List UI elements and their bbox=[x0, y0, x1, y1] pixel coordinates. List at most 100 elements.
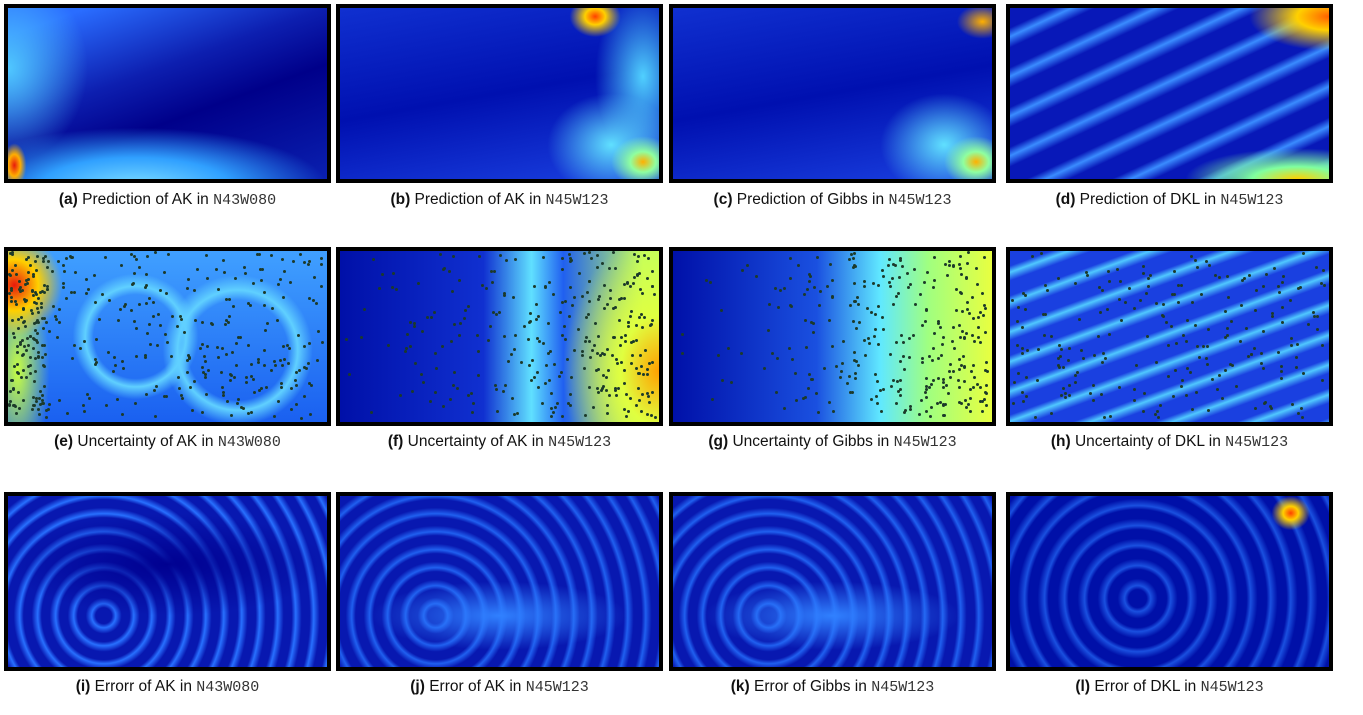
sample-dot bbox=[240, 406, 244, 410]
sample-dot bbox=[887, 257, 891, 261]
subfigure: (e) Uncertainty of AK in N43W080 bbox=[4, 247, 331, 451]
sample-dot bbox=[627, 321, 631, 324]
sample-dot bbox=[797, 263, 801, 267]
sample-dot bbox=[162, 394, 166, 398]
sample-dot bbox=[144, 286, 148, 290]
sample-dot bbox=[179, 393, 183, 397]
caption-code: N45W123 bbox=[548, 434, 612, 451]
caption-text: Uncertainty of DKL in bbox=[1074, 433, 1221, 450]
sample-dot bbox=[31, 404, 35, 408]
sample-dot bbox=[422, 381, 426, 385]
sample-dot bbox=[1270, 315, 1274, 319]
sample-dot bbox=[145, 302, 149, 306]
sample-dot bbox=[976, 336, 980, 340]
sample-dot bbox=[241, 406, 245, 410]
caption-label: (b) bbox=[390, 191, 411, 208]
sample-dot bbox=[577, 328, 581, 332]
sample-dot bbox=[84, 278, 88, 282]
caption: (h) Uncertainty of DKL in N45W123 bbox=[996, 433, 1343, 451]
sample-dot bbox=[39, 306, 43, 310]
sample-dot bbox=[638, 315, 642, 319]
sample-dot bbox=[43, 316, 47, 320]
subfigure: (k) Error of Gibbs in N45W123 bbox=[669, 492, 996, 696]
sample-dot bbox=[613, 305, 617, 309]
sample-dot bbox=[909, 407, 913, 411]
sample-dot bbox=[82, 410, 86, 414]
sample-dot bbox=[8, 292, 12, 296]
sample-dot bbox=[42, 327, 46, 330]
sample-dot bbox=[186, 370, 190, 374]
sample-dot bbox=[846, 381, 850, 385]
sample-dot bbox=[618, 298, 622, 302]
sample-dot bbox=[1058, 355, 1062, 358]
sample-dot bbox=[807, 372, 811, 376]
sample-dot bbox=[863, 353, 867, 357]
sample-dot bbox=[935, 402, 939, 406]
sample-dot bbox=[93, 274, 97, 278]
sample-dot bbox=[936, 320, 940, 324]
sample-dot bbox=[187, 354, 191, 358]
sample-dot bbox=[924, 384, 928, 388]
sample-dot bbox=[495, 409, 499, 413]
sample-dot bbox=[469, 392, 473, 396]
sample-dot bbox=[1244, 326, 1248, 330]
sample-dot bbox=[166, 341, 170, 345]
sample-dot bbox=[1279, 364, 1283, 368]
sample-dot bbox=[44, 255, 48, 259]
sample-dot bbox=[39, 390, 43, 394]
sample-dot bbox=[587, 339, 591, 343]
sample-dot bbox=[1043, 312, 1047, 316]
sample-dot bbox=[15, 351, 19, 355]
sample-dot bbox=[649, 324, 653, 328]
sample-dot bbox=[1084, 271, 1088, 275]
caption: (f) Uncertainty of AK in N45W123 bbox=[326, 433, 673, 451]
sample-dot bbox=[1091, 384, 1095, 388]
sample-dot bbox=[1020, 352, 1024, 356]
sample-dot bbox=[1056, 356, 1060, 360]
sample-dot bbox=[635, 324, 639, 328]
sample-dot bbox=[1172, 293, 1176, 297]
sample-dot bbox=[1295, 343, 1299, 347]
sample-dot bbox=[1307, 322, 1311, 326]
sample-dot bbox=[409, 320, 413, 324]
sample-dot bbox=[456, 387, 460, 391]
sample-dot bbox=[553, 406, 557, 410]
sample-dot bbox=[458, 279, 462, 283]
sample-dot bbox=[1321, 268, 1325, 272]
sample-dot bbox=[720, 308, 724, 312]
sample-dot bbox=[48, 330, 52, 334]
sample-dot bbox=[121, 359, 125, 363]
sample-dot bbox=[939, 400, 943, 404]
sample-dot bbox=[225, 298, 229, 302]
sample-dot bbox=[145, 284, 149, 288]
sample-dot bbox=[629, 315, 633, 319]
sample-dot bbox=[924, 410, 928, 414]
sample-dot bbox=[205, 345, 209, 349]
sample-dot bbox=[680, 332, 684, 336]
sample-dot bbox=[1016, 305, 1020, 309]
sample-dot bbox=[791, 357, 794, 361]
sample-dot bbox=[1260, 362, 1264, 366]
sample-dot bbox=[257, 388, 261, 392]
sample-dot bbox=[36, 311, 40, 315]
sample-dot bbox=[148, 322, 152, 326]
sample-dot bbox=[36, 350, 40, 354]
sample-dot bbox=[1044, 283, 1048, 287]
sample-dot bbox=[741, 269, 745, 273]
sample-dot bbox=[45, 409, 49, 413]
sample-dot bbox=[529, 378, 533, 382]
sample-dot bbox=[616, 387, 620, 391]
sample-dot bbox=[316, 358, 320, 362]
caption-label: (j) bbox=[410, 678, 425, 695]
sample-dot bbox=[28, 371, 32, 375]
sample-dot bbox=[826, 284, 830, 288]
sample-dot bbox=[1141, 410, 1145, 414]
sample-dot bbox=[280, 382, 284, 386]
sample-dot bbox=[1202, 344, 1206, 348]
sample-dot bbox=[591, 349, 595, 353]
sample-dot bbox=[1020, 326, 1024, 330]
sample-dot bbox=[529, 319, 533, 323]
sample-dot bbox=[441, 404, 445, 408]
sample-dot bbox=[414, 361, 418, 365]
sample-dot bbox=[43, 343, 47, 347]
